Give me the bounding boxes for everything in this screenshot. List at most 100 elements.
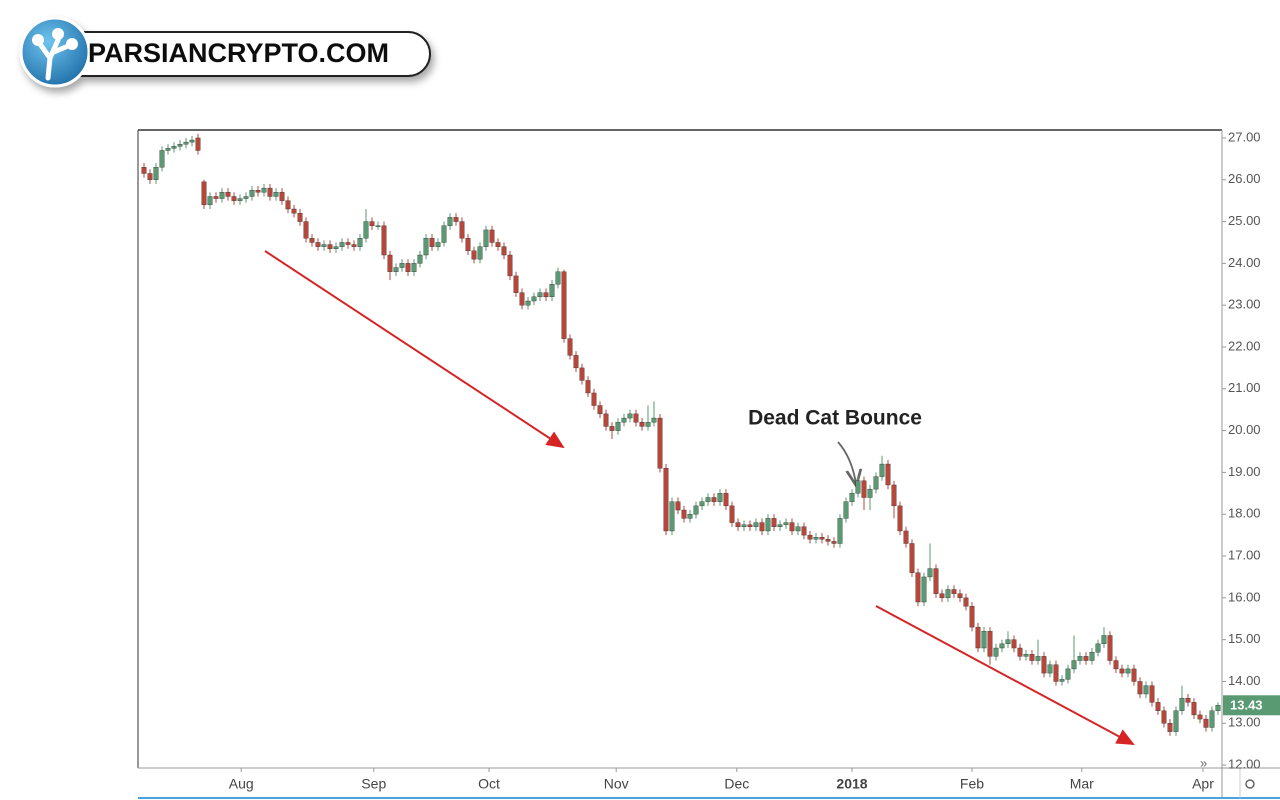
candle-body xyxy=(915,572,921,603)
x-tick-label: Nov xyxy=(604,776,629,792)
y-tick-label: 22.00 xyxy=(1228,338,1261,353)
candle-body xyxy=(483,229,489,247)
candle-body xyxy=(531,296,537,302)
candle-body xyxy=(189,139,195,143)
candle-body xyxy=(201,181,207,206)
candle-body xyxy=(675,501,681,511)
candle-body xyxy=(1095,643,1101,653)
candle-body xyxy=(813,537,819,540)
candle-body xyxy=(543,292,549,298)
candle-body xyxy=(321,244,327,247)
scroll-icon[interactable]: » xyxy=(1200,755,1207,770)
y-tick-label: 16.00 xyxy=(1228,589,1261,604)
candle-body xyxy=(285,200,291,210)
candle-body xyxy=(441,225,447,243)
candle-body xyxy=(255,190,261,193)
annotation: Dead Cat Bounce xyxy=(748,407,922,430)
candle-body xyxy=(705,497,711,502)
candle-body xyxy=(141,167,147,174)
candle-body xyxy=(555,271,561,285)
candle-body xyxy=(1029,654,1035,661)
logo-text: PARSIANCRYPTO.COM xyxy=(88,38,389,68)
candle-body xyxy=(249,190,255,197)
candle-body xyxy=(393,267,399,272)
candle-body xyxy=(237,198,243,201)
candle-body xyxy=(993,647,999,657)
candle-body xyxy=(411,263,417,272)
candle-body xyxy=(963,597,969,607)
logo-dot xyxy=(66,38,78,50)
candle-body xyxy=(939,593,945,599)
candle-body xyxy=(771,518,777,527)
candle-body xyxy=(243,196,249,199)
candle-body xyxy=(987,631,993,657)
candle-body xyxy=(1113,660,1119,670)
candle-body xyxy=(213,196,219,199)
candle-body xyxy=(495,242,501,247)
candle-body xyxy=(807,534,813,540)
candle-body xyxy=(333,246,339,249)
y-tick-label: 14.00 xyxy=(1228,673,1261,688)
candle-body xyxy=(1035,656,1041,661)
candle-body xyxy=(639,422,645,427)
candle-body xyxy=(399,263,405,268)
settings-icon[interactable] xyxy=(1245,779,1255,789)
candle-body xyxy=(1053,664,1059,682)
y-tick-label: 12.00 xyxy=(1228,757,1261,772)
candle-body xyxy=(405,263,411,272)
candle-body xyxy=(1071,660,1077,670)
y-tick-label: 24.00 xyxy=(1228,255,1261,270)
y-tick-label: 21.00 xyxy=(1228,380,1261,395)
candle-body xyxy=(849,493,855,502)
candle-body xyxy=(723,493,729,507)
candle-body xyxy=(1143,685,1149,695)
candle-body xyxy=(921,576,927,603)
candle-body xyxy=(1149,685,1155,703)
candle-body xyxy=(369,221,375,226)
candle-body xyxy=(825,539,831,542)
candle-body xyxy=(1179,697,1185,711)
candle-body xyxy=(795,526,801,532)
candle-body xyxy=(1131,668,1137,682)
candle-body xyxy=(645,422,651,427)
y-tick-label: 26.00 xyxy=(1228,171,1261,186)
candle-body xyxy=(1203,718,1209,728)
last-price-label: 13.43 xyxy=(1230,698,1263,713)
candle-body xyxy=(765,518,771,532)
y-tick-label: 18.00 xyxy=(1228,506,1261,521)
candle-body xyxy=(537,292,543,298)
x-tick-label: Apr xyxy=(1192,776,1214,792)
candle-body xyxy=(519,292,525,306)
candle-body xyxy=(591,392,597,406)
candle-body xyxy=(819,537,825,540)
x-tick-label: Dec xyxy=(724,776,749,792)
y-tick-label: 23.00 xyxy=(1228,297,1261,312)
candle-body xyxy=(417,254,423,264)
candle-body xyxy=(627,413,633,419)
candle-body xyxy=(831,541,837,544)
trend-arrow xyxy=(264,250,565,449)
candle-body xyxy=(525,300,531,306)
candle-body xyxy=(339,242,345,247)
x-tick-label: Feb xyxy=(960,776,984,792)
candle-body xyxy=(669,501,675,532)
candle-body xyxy=(579,367,585,381)
y-tick-label: 25.00 xyxy=(1228,213,1261,228)
logo: PARSIANCRYPTO.COM xyxy=(19,16,431,88)
candle-body xyxy=(1023,654,1029,657)
y-tick-label: 13.00 xyxy=(1228,715,1261,730)
candle-body xyxy=(1083,656,1089,661)
candle-body xyxy=(387,254,393,272)
candle-body xyxy=(753,522,759,527)
candle-body xyxy=(309,238,315,243)
y-tick-label: 19.00 xyxy=(1228,464,1261,479)
candle-body xyxy=(561,271,567,339)
annotation-arrow xyxy=(837,441,856,484)
candle-body xyxy=(459,221,465,239)
candle-body xyxy=(447,217,453,226)
candle-body xyxy=(279,192,285,201)
candle-body xyxy=(291,208,297,214)
x-tick-label: Oct xyxy=(478,776,500,792)
candle-body xyxy=(171,146,177,149)
candle-body xyxy=(1173,710,1179,732)
